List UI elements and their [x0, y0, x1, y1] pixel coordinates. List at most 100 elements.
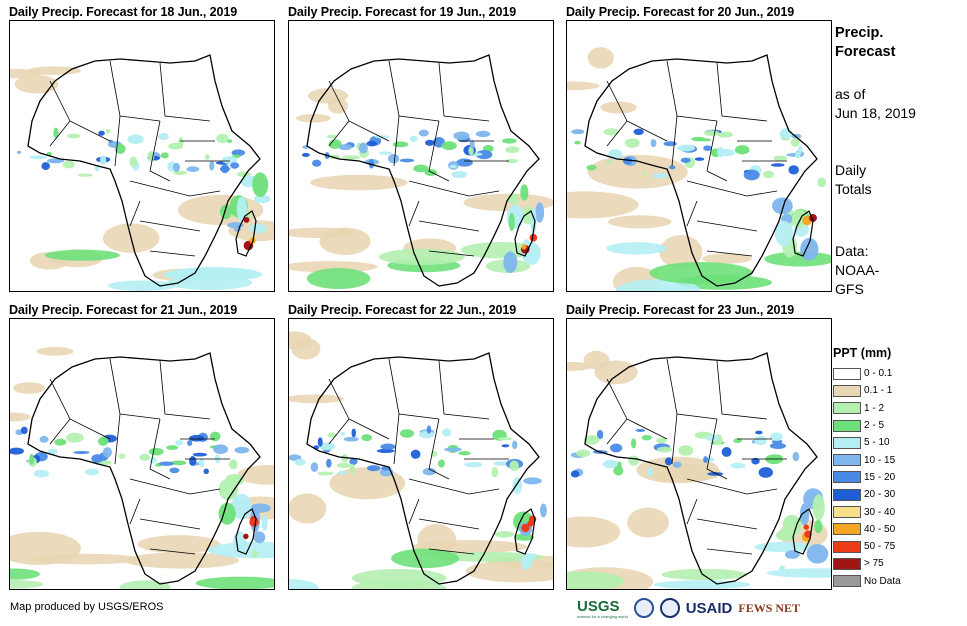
country-border: [408, 200, 420, 227]
rain-cell: [792, 451, 800, 462]
country-border: [328, 418, 350, 445]
rain-cell: [624, 138, 640, 148]
light-rain-patch: [627, 507, 669, 538]
rain-cell: [127, 134, 144, 145]
country-border: [149, 250, 196, 257]
country-border: [686, 498, 698, 525]
light-rain-patch: [647, 463, 722, 483]
panel-title: Daily Precip. Forecast for 19 Jun., 2019: [288, 5, 517, 19]
country-border: [666, 358, 718, 420]
rain-cell: [475, 149, 493, 160]
data-source-line: GFS: [835, 281, 864, 297]
country-border: [671, 413, 678, 465]
africa-outline: [27, 54, 261, 287]
rain-cell: [349, 463, 356, 475]
forecast-panel-5: Daily Precip. Forecast for 22 Jun., 2019: [288, 302, 556, 590]
rain-cell: [754, 435, 767, 446]
rain-cell: [166, 445, 179, 450]
rain-cell: [20, 426, 28, 435]
country-border: [49, 378, 111, 440]
rain-cell: [378, 151, 392, 155]
rain-cell: [294, 458, 306, 466]
light-rain-patch: [659, 235, 703, 269]
rain-cell: [340, 431, 346, 436]
country-border: [706, 418, 728, 480]
rain-cell: [261, 514, 268, 531]
country-border: [696, 518, 758, 530]
rain-cell: [763, 170, 775, 179]
rain-cell: [253, 531, 266, 544]
legend-swatch: [833, 384, 861, 397]
madagascar-outline: [514, 210, 536, 257]
rain-cell: [392, 141, 409, 148]
rain-cell: [586, 164, 597, 171]
rain-cell: [721, 447, 732, 457]
legend-swatch: [833, 506, 861, 519]
country-border: [109, 358, 161, 420]
africa-outline: [27, 352, 261, 585]
legend-swatch: [833, 557, 861, 570]
rain-cell: [218, 502, 236, 525]
rain-cell: [751, 457, 760, 465]
rain-cell: [772, 454, 783, 460]
rain-cell: [157, 133, 169, 141]
rain-cell: [509, 460, 519, 472]
rain-cell: [203, 468, 209, 475]
country-border: [438, 360, 490, 420]
rain-cell: [635, 428, 646, 432]
country-border: [686, 180, 778, 197]
rain-cell: [596, 429, 604, 440]
legend-label: > 75: [864, 558, 884, 570]
rain-cell: [33, 469, 50, 478]
rain-cell: [733, 438, 742, 444]
rain-cell: [775, 529, 796, 542]
side-title-line: Precip.: [835, 25, 884, 41]
legend-item: 2 - 5: [833, 417, 901, 434]
rain-cell: [703, 130, 720, 137]
rain-cell: [376, 448, 395, 454]
country-border: [428, 418, 450, 480]
rain-cell: [530, 208, 537, 235]
logos: USGS science for a changing world USAID …: [577, 596, 800, 620]
light-rain-patch: [124, 552, 239, 569]
country-border: [393, 115, 400, 167]
light-rain-patch: [594, 360, 638, 385]
usaid-seal-logo: [659, 598, 680, 618]
country-border: [129, 180, 221, 197]
rain-band: [661, 568, 747, 581]
rain-cell: [812, 494, 825, 521]
legend-swatch: [833, 436, 861, 449]
rain-cell: [770, 163, 785, 167]
rain-cell: [758, 467, 774, 478]
madagascar-outline: [514, 508, 536, 555]
country-border: [408, 478, 500, 495]
rain-cell: [188, 434, 205, 442]
light-rain-patch: [289, 331, 312, 350]
rain-cell: [105, 128, 111, 134]
rain-cell: [770, 432, 783, 442]
country-border: [388, 358, 440, 420]
rain-cell: [769, 442, 786, 449]
africa-map-graphic: [289, 54, 553, 290]
rain-cell: [641, 434, 652, 441]
rain-cell: [444, 447, 462, 452]
africa-outline: [584, 54, 818, 287]
rain-cell: [209, 431, 221, 442]
rain-cell: [622, 156, 633, 165]
rain-cell: [526, 553, 537, 560]
rain-cell: [220, 164, 230, 174]
credit-text: Map produced by USGS/EROS: [10, 601, 164, 613]
legend-rows: 0 - 0.1 0.1 - 1 1 - 2 2 - 5 5 - 10 10 - 15 15 …: [833, 365, 901, 590]
legend-label: 20 - 30: [864, 489, 896, 501]
rain-cell: [663, 141, 677, 147]
country-border: [418, 518, 480, 530]
rain-cell: [310, 462, 319, 473]
rain-cell: [788, 165, 799, 175]
rain-cell: [505, 158, 519, 164]
country-border: [149, 548, 196, 555]
rain-cell: [29, 155, 47, 160]
rain-cell: [66, 133, 81, 139]
legend-swatch: [833, 523, 861, 536]
panel-title: Daily Precip. Forecast for 18 Jun., 2019: [9, 5, 238, 19]
light-rain-patch: [289, 493, 327, 524]
